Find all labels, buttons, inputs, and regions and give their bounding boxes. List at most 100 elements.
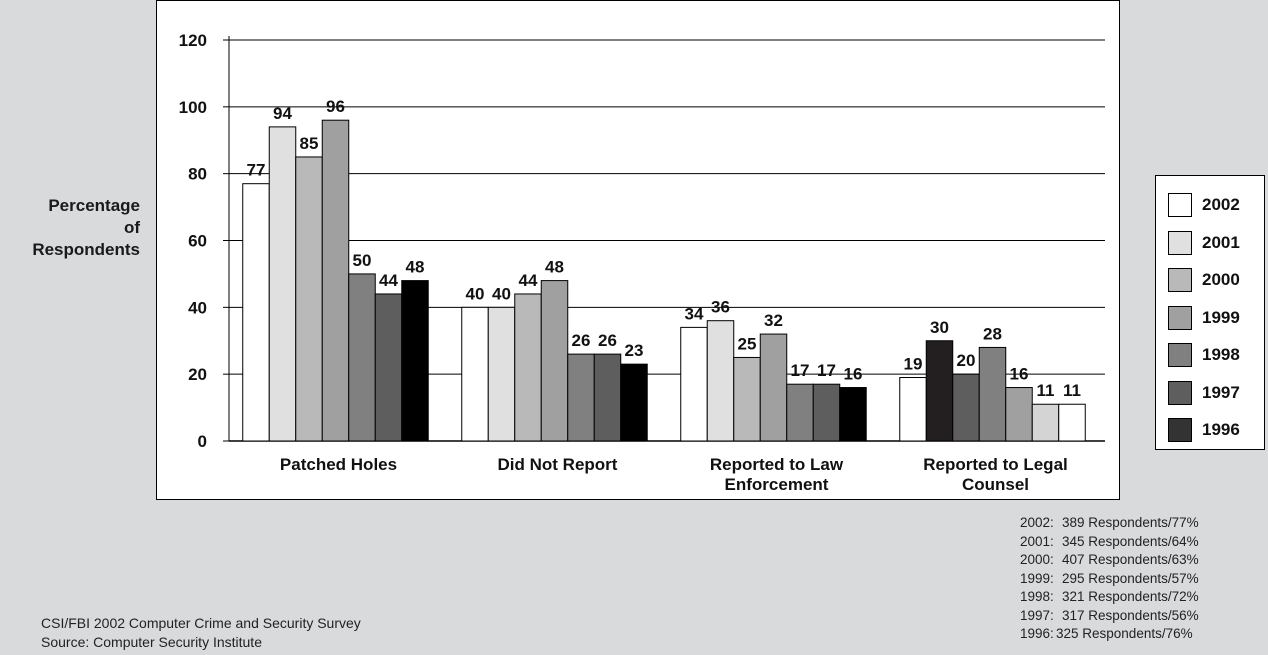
data-label: 16 <box>844 365 863 384</box>
respondent-note-text: 407 Respondents/63% <box>1062 552 1199 567</box>
bar <box>1005 387 1033 442</box>
respondent-note-year: 2001: <box>1020 533 1054 549</box>
data-label: 32 <box>764 311 783 330</box>
respondent-note-year: 2002: <box>1020 515 1054 530</box>
legend-item: 2000 <box>1168 268 1240 292</box>
y-tick-label: 40 <box>188 298 207 317</box>
respondent-note: 2001: 345 Respondents/64% <box>1020 533 1268 552</box>
bar <box>1058 403 1086 442</box>
data-label: 40 <box>492 284 511 303</box>
bar <box>540 280 569 442</box>
bar <box>706 320 735 442</box>
bar <box>839 387 867 442</box>
data-label: 48 <box>406 258 425 277</box>
legend-label: 2000 <box>1202 270 1240 289</box>
data-label: 25 <box>738 334 757 353</box>
data-label: 11 <box>1063 381 1081 400</box>
bar <box>733 356 761 442</box>
bar <box>952 373 980 442</box>
legend-item: 1997 <box>1168 380 1240 405</box>
data-label: 23 <box>625 341 644 360</box>
respondent-note-text: 321 Respondents/72% <box>1062 589 1199 604</box>
bar-chart: 0 20 40 60 80 100 120 77 94 85 96 50 44 48 Patched Hol… <box>179 31 1105 494</box>
bar <box>759 333 788 442</box>
respondent-note-text: 345 Respondents/64% <box>1062 533 1199 549</box>
data-label: 19 <box>904 355 923 374</box>
legend-item: 1999 <box>1168 305 1240 330</box>
x-tick-label: Counsel <box>962 475 1029 494</box>
bar <box>348 273 376 442</box>
x-tick-label: Patched Holes <box>280 455 397 474</box>
bar <box>925 340 954 442</box>
bar <box>899 377 927 442</box>
data-label: 36 <box>711 298 730 317</box>
bar <box>812 383 841 442</box>
data-label: 44 <box>379 271 398 290</box>
respondent-note-text: 317 Respondents/56% <box>1062 607 1199 623</box>
bar <box>1031 403 1060 442</box>
respondent-note-year: 2000: <box>1020 552 1054 567</box>
legend-swatch <box>1168 230 1192 255</box>
y-axis-label: Percentage of Respondents <box>0 195 140 261</box>
respondent-notes: 2002: 389 Respondents/77% 2001: 345 Respond… <box>1020 514 1268 644</box>
y-tick-label: 60 <box>188 232 207 251</box>
bar <box>401 280 429 442</box>
x-tick-label: Did Not Report <box>498 455 618 474</box>
respondent-note-text: 295 Respondents/57% <box>1062 570 1199 586</box>
bar <box>680 326 708 442</box>
data-label: 94 <box>273 104 292 123</box>
bar <box>567 353 595 442</box>
respondent-note-year: 1996: <box>1020 626 1054 641</box>
bar <box>593 353 622 442</box>
source-block: CSI/FBI 2002 Computer Crime and Security… <box>41 614 361 652</box>
bar <box>295 156 323 442</box>
respondent-note: 2000: 407 Respondents/63% <box>1020 551 1268 570</box>
y-axis-label-line: of <box>123 218 140 237</box>
data-label: 85 <box>300 134 319 153</box>
respondent-note-year: 1999: <box>1020 570 1054 586</box>
bar <box>268 126 297 442</box>
legend-label: 2002 <box>1202 195 1240 214</box>
legend-swatch <box>1168 418 1192 442</box>
legend-label: 2001 <box>1202 232 1240 252</box>
data-label: 17 <box>817 361 836 380</box>
legend-label: 1996 <box>1202 420 1240 439</box>
bar <box>487 306 516 442</box>
data-label: 40 <box>466 284 485 303</box>
bar <box>242 183 270 442</box>
y-tick-label: 80 <box>188 165 207 184</box>
respondent-note-text: 389 Respondents/77% <box>1062 515 1199 530</box>
data-label: 16 <box>1010 365 1029 384</box>
bar <box>514 293 542 442</box>
plot-panel: 0 20 40 60 80 100 120 77 94 85 96 50 44 48 Patched Hol… <box>156 0 1120 500</box>
x-tick-label: Reported to Law <box>710 455 844 474</box>
y-tick-label: 100 <box>179 98 207 117</box>
data-label: 26 <box>572 331 591 350</box>
data-label: 30 <box>930 318 949 337</box>
data-label: 77 <box>247 161 266 180</box>
legend-item: 2002 <box>1168 193 1240 217</box>
legend-swatch <box>1168 343 1192 367</box>
respondent-note-year: 1998: <box>1020 589 1054 604</box>
respondent-note: 1996: 325 Respondents/76% <box>1020 625 1268 644</box>
legend-item: 1998 <box>1168 343 1240 367</box>
legend-swatch <box>1168 193 1192 217</box>
data-label: 17 <box>791 361 810 380</box>
bar <box>461 306 489 442</box>
legend-label: 1997 <box>1202 382 1240 402</box>
legend-label: 1999 <box>1202 307 1240 327</box>
respondent-note: 2002: 389 Respondents/77% <box>1020 514 1268 533</box>
legend-swatch <box>1168 268 1192 292</box>
source-credit: Source: Computer Security Institute <box>41 634 262 650</box>
data-label: 48 <box>545 258 564 277</box>
survey-title: CSI/FBI 2002 Computer Crime and Security… <box>41 615 361 631</box>
respondent-note: 1998: 321 Respondents/72% <box>1020 588 1268 607</box>
bar <box>374 293 403 442</box>
respondent-note: 1999: 295 Respondents/57% <box>1020 570 1268 589</box>
data-label: 28 <box>983 324 1002 343</box>
legend-label: 1998 <box>1202 345 1240 364</box>
bar <box>786 383 814 442</box>
bar <box>620 363 648 442</box>
legend-item: 1996 <box>1168 418 1240 442</box>
data-label: 44 <box>519 271 538 290</box>
